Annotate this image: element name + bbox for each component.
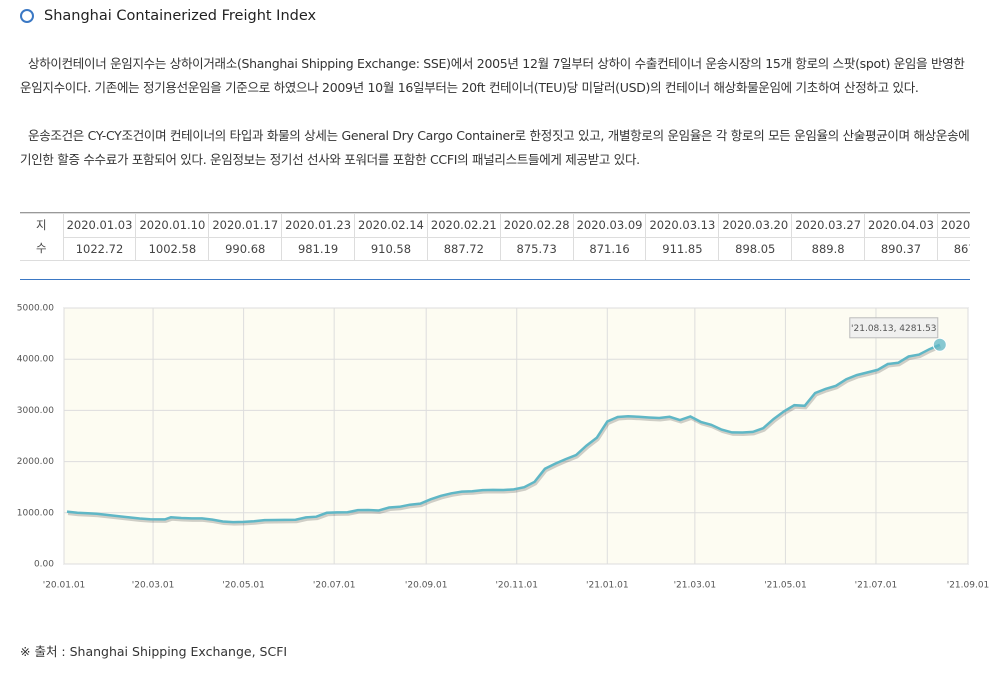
value-cell: 1022.72 bbox=[62, 236, 137, 261]
plot-area bbox=[63, 307, 969, 565]
chart: 0.00 1000.00 2000.00 3000.00 4000.00 5000.00 '… bbox=[17, 304, 990, 591]
date-cell: 2020.03.13 bbox=[645, 213, 720, 238]
date-cell: 2020.04.03 bbox=[864, 213, 938, 238]
highlight-point bbox=[932, 337, 947, 352]
tooltip-box bbox=[849, 317, 939, 339]
y-tick-label: 0.00 bbox=[34, 560, 54, 570]
value-cell: 890.37 bbox=[864, 236, 938, 261]
value-cell: 910.58 bbox=[354, 236, 428, 261]
line-shadow bbox=[67, 345, 942, 526]
y-tick-label: 5000.00 bbox=[17, 304, 54, 314]
x-tick-label: '21.01.01 bbox=[586, 581, 629, 591]
date-cell: 2020.03.27 bbox=[791, 213, 866, 238]
value-cell: 911.85 bbox=[645, 236, 720, 261]
title-text: Shanghai Containerized Freight Index bbox=[44, 8, 317, 24]
value-cell: 1002.58 bbox=[135, 236, 210, 261]
title-icon bbox=[20, 9, 34, 23]
tooltip-text: '21.08.13, 4281.53 bbox=[851, 324, 937, 334]
value-cell: 889.8 bbox=[791, 236, 866, 261]
x-tick-label: '20.05.01 bbox=[222, 581, 265, 591]
paragraph: 운송조건은 CY-CY조건이며 컨테이너의 타입과 화물의 상세는 Genera… bbox=[20, 128, 970, 167]
date-cell: 2020.01.17 bbox=[208, 213, 283, 238]
data-table: 지수 2020.01.03 2020.01.10 2020.01.17 2020.01.… bbox=[20, 213, 970, 261]
line bbox=[66, 343, 941, 524]
date-cell: 2020.02.21 bbox=[426, 213, 501, 238]
date-cell: 2020.03.09 bbox=[572, 213, 647, 238]
date-cell: 2020.01.10 bbox=[135, 213, 210, 238]
date-cell: 2020.04.10 bbox=[936, 213, 970, 238]
x-tick-label: '20.01.01 bbox=[43, 581, 86, 591]
date-cell: 2020.01.23 bbox=[281, 213, 356, 238]
y-tick-label: 1000.00 bbox=[17, 508, 54, 518]
data-table-scroll[interactable]: 지수 2020.01.03 2020.01.10 2020.01.17 2020.01.… bbox=[20, 212, 970, 280]
x-tick-label: '21.03.01 bbox=[674, 581, 717, 591]
date-cell: 2020.01.03 bbox=[62, 213, 137, 238]
x-tick-label: '21.07.01 bbox=[855, 581, 898, 591]
y-tick-label: 3000.00 bbox=[17, 406, 54, 416]
value-cell: 887.72 bbox=[426, 236, 501, 261]
section-title: Shanghai Containerized Freight Index bbox=[20, 8, 316, 24]
x-tick-label: '21.05.01 bbox=[764, 581, 807, 591]
x-tick-label: '20.09.01 bbox=[405, 581, 448, 591]
date-cell: 2020.02.28 bbox=[499, 213, 574, 238]
x-tick-label: '20.07.01 bbox=[313, 581, 356, 591]
x-tick-label: '20.03.01 bbox=[132, 581, 175, 591]
source: ※ 출처 : Shanghai Shipping Exchange, SCFI bbox=[20, 644, 288, 659]
value-cell: 867.82 bbox=[936, 236, 970, 261]
value-cell: 981.19 bbox=[281, 236, 356, 261]
value-cell: 898.05 bbox=[718, 236, 793, 261]
y-tick-label: 4000.00 bbox=[17, 355, 54, 365]
paragraph: 상하이컨테이너 운임지수는 상하이거래소(Shanghai Shipping E… bbox=[20, 56, 965, 95]
y-tick-label: 2000.00 bbox=[17, 457, 54, 467]
x-tick-label: '21.09.01 bbox=[947, 581, 990, 591]
value-cell: 871.16 bbox=[572, 236, 647, 261]
row-label: 지수 bbox=[20, 213, 64, 261]
date-cell: 2020.03.20 bbox=[718, 213, 793, 238]
x-tick-label: '20.11.01 bbox=[495, 581, 538, 591]
value-cell: 990.68 bbox=[208, 236, 283, 261]
date-cell: 2020.02.14 bbox=[354, 213, 428, 238]
value-cell: 875.73 bbox=[499, 236, 574, 261]
